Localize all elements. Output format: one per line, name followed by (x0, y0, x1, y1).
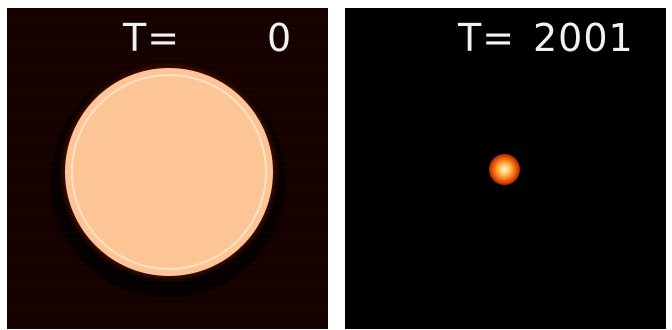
time-value: 0 (267, 16, 293, 60)
glowing-dot (489, 154, 520, 185)
simulation-frame-t0: T= 0 (7, 8, 328, 329)
time-label: T= (458, 16, 516, 60)
time-value: 2001 (533, 16, 634, 60)
disk-rim-highlight (71, 74, 267, 270)
time-label: T= (123, 16, 181, 60)
simulation-frame-t2001: T= 2001 (345, 8, 666, 329)
glowing-disk (65, 68, 273, 276)
